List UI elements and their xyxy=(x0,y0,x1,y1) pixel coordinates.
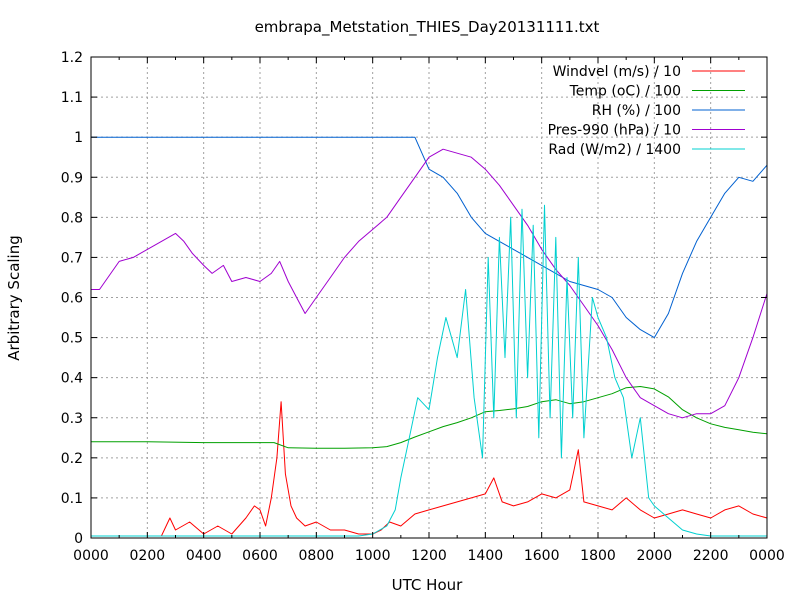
series-line-4 xyxy=(91,148,768,419)
series-line-2 xyxy=(91,386,768,449)
y-tick-label: 0.7 xyxy=(61,250,83,266)
legend-label: Rad (W/m2) / 1400 xyxy=(548,142,681,158)
x-tick-label: 0000 xyxy=(73,548,109,564)
y-tick-label: 0.6 xyxy=(61,291,83,307)
x-tick-label: 1200 xyxy=(411,548,447,564)
legend-label: RH (%) / 100 xyxy=(592,103,681,119)
y-tick-label: 0.2 xyxy=(61,451,83,467)
legend-label: Temp (oC) / 100 xyxy=(569,84,681,100)
y-tick-label: 0 xyxy=(74,531,83,547)
y-tick-label: 1.1 xyxy=(61,90,83,106)
x-tick-label: 0200 xyxy=(130,548,166,564)
x-tick-label: 1000 xyxy=(355,548,391,564)
series-line-3 xyxy=(91,136,768,339)
x-tick-label: 1600 xyxy=(524,548,560,564)
y-tick-label: 1.2 xyxy=(61,50,83,66)
y-axis: 0 0.1 0.2 0.3 0.4 0.5 0.6 0.7 0.8 0.9 1 1.1 1.2 xyxy=(61,50,767,547)
x-tick-label: 0600 xyxy=(242,548,278,564)
y-tick-label: 0.4 xyxy=(61,371,83,387)
legend-label: Windvel (m/s) / 10 xyxy=(553,64,681,80)
y-tick-label: 0.9 xyxy=(61,170,83,186)
x-tick-label: 1400 xyxy=(468,548,504,564)
x-tick-label: 0800 xyxy=(299,548,335,564)
x-axis: 0000 0200 0400 0600 0800 1000 1200 1400 1600 1800… xyxy=(73,57,785,564)
series-line-1 xyxy=(91,401,768,537)
y-tick-label: 0.5 xyxy=(61,331,83,347)
y-tick-label: 0.1 xyxy=(61,491,83,507)
series-layer xyxy=(91,136,768,537)
x-tick-label: 2000 xyxy=(637,548,673,564)
x-tick-label: 1800 xyxy=(580,548,616,564)
x-tick-label: 0000 xyxy=(749,548,785,564)
legend-label: Pres-990 (hPa) / 10 xyxy=(548,123,681,139)
x-tick-label: 0400 xyxy=(186,548,222,564)
legend: Windvel (m/s) / 10 Temp (oC) / 100 RH (%) … xyxy=(548,64,745,158)
x-tick-label: 2200 xyxy=(693,548,729,564)
chart-title: embrapa_Metstation_THIES_Day20131111.txt xyxy=(255,18,600,37)
y-axis-label: Arbitrary Scaling xyxy=(5,235,23,361)
x-axis-label: UTC Hour xyxy=(392,576,463,594)
y-tick-label: 1 xyxy=(74,130,83,146)
y-tick-label: 0.3 xyxy=(61,411,83,427)
series-line-5 xyxy=(91,204,767,537)
y-tick-label: 0.8 xyxy=(61,210,83,226)
